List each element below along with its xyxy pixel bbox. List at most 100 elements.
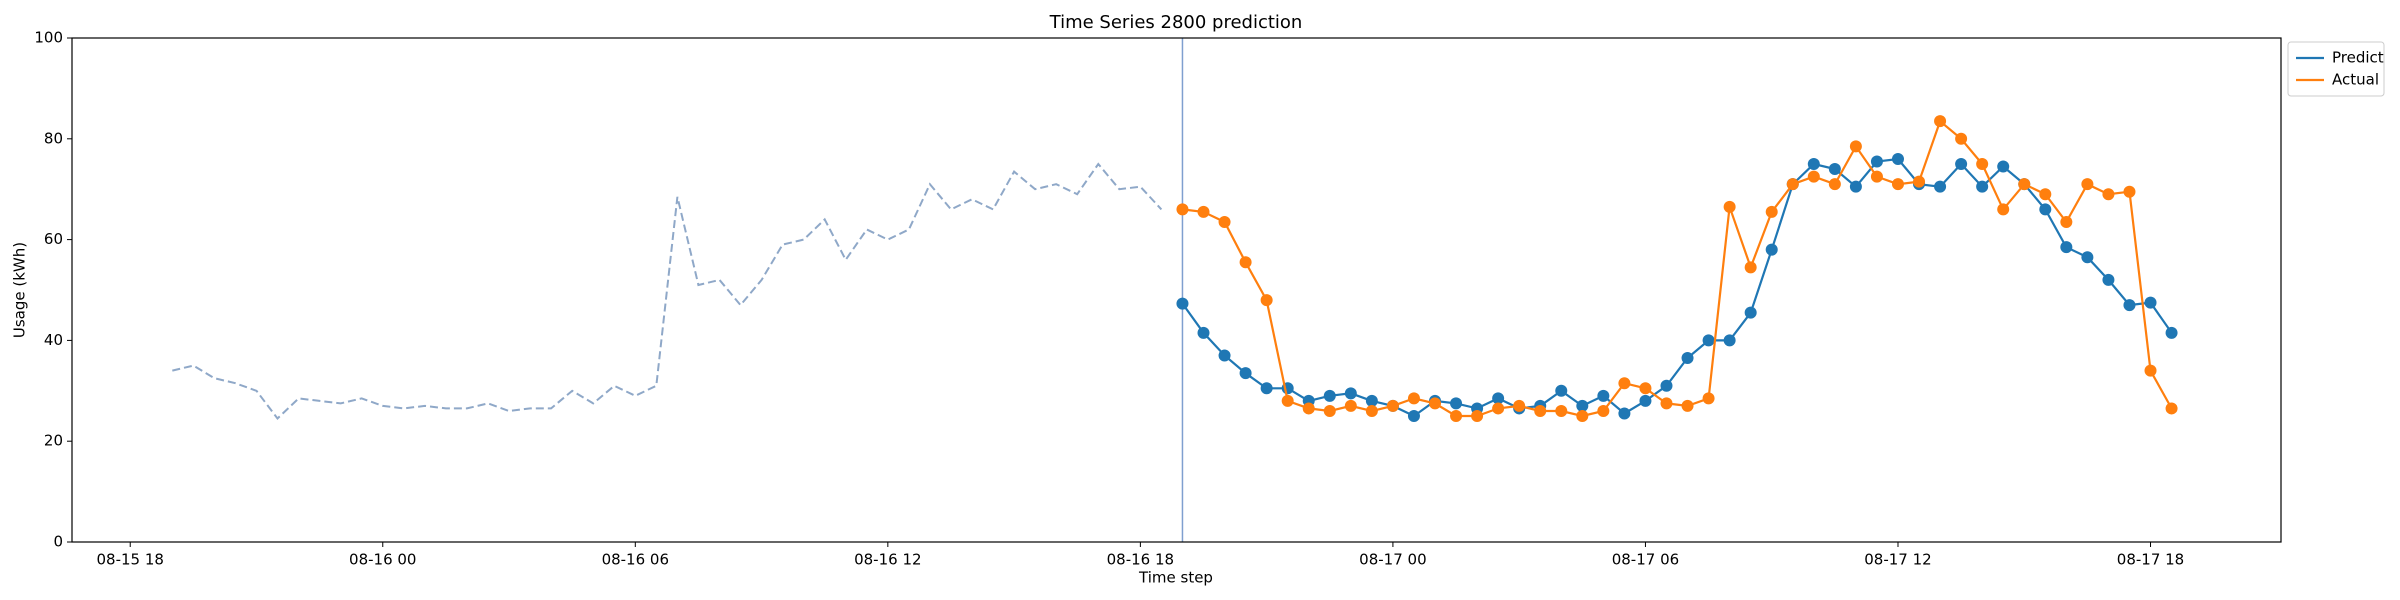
x-tick-label: 08-16 18 xyxy=(1107,551,1174,569)
data-point xyxy=(1197,205,1210,218)
data-point xyxy=(1997,160,2010,173)
data-point xyxy=(1218,215,1231,228)
x-tick-label: 08-16 12 xyxy=(854,551,921,569)
x-tick-label: 08-15 18 xyxy=(96,551,163,569)
data-point xyxy=(1828,178,1841,191)
x-tick-label: 08-17 18 xyxy=(2117,551,2184,569)
data-point xyxy=(1807,170,1820,183)
data-point xyxy=(1744,306,1757,319)
x-axis-label: Time step xyxy=(1138,569,1213,587)
data-point xyxy=(1534,404,1547,417)
data-point xyxy=(1450,397,1463,410)
x-tick-label: 08-17 00 xyxy=(1359,551,1426,569)
data-point xyxy=(1913,175,1926,188)
y-tick-label: 40 xyxy=(44,331,63,349)
data-point xyxy=(1681,352,1694,365)
data-point xyxy=(1176,203,1189,216)
data-point xyxy=(1597,389,1610,402)
data-point xyxy=(1744,261,1757,274)
data-point xyxy=(1618,377,1631,390)
data-point xyxy=(1765,243,1778,256)
data-point xyxy=(2123,185,2136,198)
data-point xyxy=(1176,297,1189,310)
data-point xyxy=(1471,410,1484,422)
data-point xyxy=(1870,170,1883,183)
data-point xyxy=(1576,410,1589,422)
data-point xyxy=(2039,203,2052,216)
data-point xyxy=(1997,203,2010,216)
data-point xyxy=(1934,115,1947,128)
data-point xyxy=(1786,178,1799,191)
data-point xyxy=(2102,188,2115,201)
data-point xyxy=(1386,399,1399,412)
data-point xyxy=(2165,402,2178,415)
data-point xyxy=(1955,132,1968,145)
y-tick-label: 80 xyxy=(44,129,63,147)
y-tick-label: 60 xyxy=(44,230,63,248)
data-point xyxy=(1955,158,1968,170)
chart-title: Time Series 2800 prediction xyxy=(1049,12,1303,33)
data-point xyxy=(1849,140,1862,153)
y-tick-label: 20 xyxy=(44,432,63,450)
data-point xyxy=(2039,188,2052,201)
data-point xyxy=(1260,294,1273,307)
data-point xyxy=(1281,394,1294,407)
legend-label: Actual xyxy=(2332,71,2379,89)
series-line xyxy=(172,162,1163,420)
data-point xyxy=(1639,394,1652,407)
data-point xyxy=(1260,382,1273,395)
data-point xyxy=(1891,152,1904,165)
data-point xyxy=(1365,404,1378,417)
data-point xyxy=(1681,399,1694,412)
data-point xyxy=(1302,402,1315,415)
data-point xyxy=(1639,382,1652,395)
data-point xyxy=(1597,404,1610,417)
data-point xyxy=(2123,299,2136,312)
data-point xyxy=(1450,410,1463,422)
data-point xyxy=(1492,392,1505,405)
data-point xyxy=(2060,215,2073,228)
data-point xyxy=(1323,404,1336,417)
data-point xyxy=(1239,256,1252,269)
data-point xyxy=(1618,407,1631,420)
y-tick-label: 100 xyxy=(34,29,63,47)
data-point xyxy=(1407,410,1420,422)
data-point xyxy=(1239,367,1252,380)
data-point xyxy=(1702,334,1715,347)
data-point xyxy=(2165,326,2178,339)
data-point xyxy=(2144,364,2157,377)
data-point xyxy=(1723,334,1736,347)
plot-frame xyxy=(71,37,2282,543)
x-tick-label: 08-17 12 xyxy=(1864,551,1931,569)
data-point xyxy=(1344,387,1357,400)
data-point xyxy=(1555,404,1568,417)
data-point xyxy=(1765,205,1778,218)
data-point xyxy=(1807,158,1820,170)
data-point xyxy=(2081,251,2094,264)
data-point xyxy=(1976,158,1989,170)
data-point xyxy=(1365,394,1378,407)
data-point xyxy=(1197,326,1210,339)
data-point xyxy=(1407,392,1420,405)
data-point xyxy=(1344,399,1357,412)
data-point xyxy=(1660,397,1673,410)
data-point xyxy=(1576,399,1589,412)
data-point xyxy=(1723,200,1736,213)
data-point xyxy=(2081,178,2094,191)
data-point xyxy=(1513,399,1526,412)
y-axis-label: Usage (kWh) xyxy=(11,242,29,338)
data-point xyxy=(1702,392,1715,405)
data-point xyxy=(1934,180,1947,193)
data-point xyxy=(1828,163,1841,176)
data-point xyxy=(1660,379,1673,392)
data-point xyxy=(1976,180,1989,193)
y-tick-label: 0 xyxy=(53,533,63,551)
x-tick-label: 08-16 06 xyxy=(602,551,669,569)
data-point xyxy=(2144,296,2157,309)
x-tick-label: 08-17 06 xyxy=(1612,551,1679,569)
legend-box xyxy=(2287,41,2385,97)
data-point xyxy=(1218,349,1231,362)
data-point xyxy=(2018,178,2031,191)
